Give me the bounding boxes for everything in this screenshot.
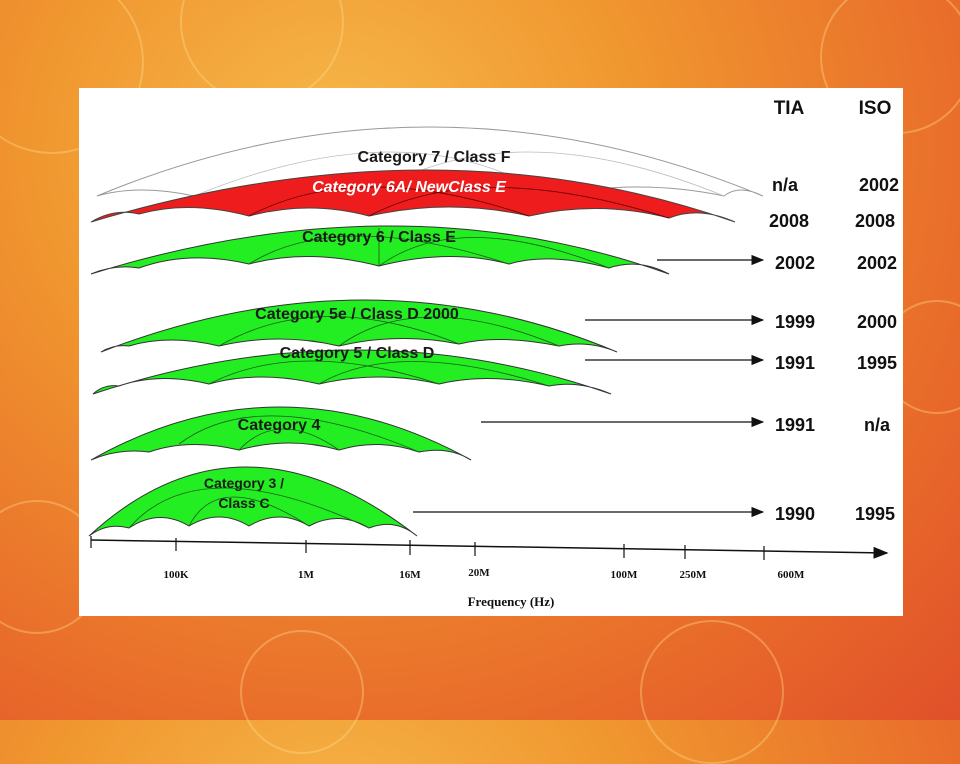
tia-year: 1991	[775, 353, 815, 373]
category-label: Category 6A/ NewClass E	[312, 179, 507, 196]
category-label: Category 5e / Class D 2000	[255, 306, 459, 323]
iso-year: 2002	[857, 253, 897, 273]
category-label: Category 7 / Class F	[358, 149, 511, 166]
tia-year: n/a	[772, 175, 799, 195]
tia-year: 1991	[775, 415, 815, 435]
axis-tick-label: 100M	[611, 569, 639, 581]
umbrella-cat6: Category 6 / Class E	[90, 225, 670, 275]
axis-tick-label: 20M	[468, 567, 490, 579]
tia-year: 1990	[775, 504, 815, 524]
tia-header: TIA	[774, 98, 805, 119]
umbrella-cat3: Category 3 / Class C	[88, 466, 418, 537]
category-label: Category 6 / Class E	[302, 229, 456, 246]
iso-year: n/a	[864, 415, 891, 435]
category-label: Category 3 /	[204, 475, 284, 491]
axis-tick-label: 250M	[680, 569, 708, 581]
axis-tick-label: 16M	[399, 569, 421, 581]
frequency-axis: 100K 1M 16M 20M 100M 250M 600M Frequency…	[90, 536, 889, 609]
umbrella-cat5e: Category 5e / Class D 2000	[100, 299, 618, 353]
umbrella-cat5: Category 5 / Class D	[92, 345, 612, 395]
background-bubble	[240, 630, 364, 754]
iso-year: 2008	[855, 211, 895, 231]
category-label: Category 5 / Class D	[280, 345, 435, 362]
tia-year: 2008	[769, 211, 809, 231]
iso-year: 2000	[857, 312, 897, 332]
tia-year: 1999	[775, 312, 815, 332]
umbrella-cat6a: Category 6A/ NewClass E	[90, 169, 736, 223]
iso-year: 1995	[857, 353, 897, 373]
iso-year: 1995	[855, 504, 895, 524]
axis-tick-label: 100K	[163, 569, 189, 581]
axis-label: Frequency (Hz)	[468, 594, 555, 609]
umbrella-cat4: Category 4	[90, 406, 472, 461]
background-bubble	[640, 620, 784, 764]
axis-tick-label: 600M	[778, 569, 806, 581]
diagram-svg: TIA ISO Category 7 / Class F Category 6A…	[88, 98, 899, 609]
cable-categories-diagram: TIA ISO Category 7 / Class F Category 6A…	[79, 88, 903, 616]
axis-tick-label: 1M	[298, 569, 315, 581]
category-label: Class C	[218, 495, 269, 511]
tia-year: 2002	[775, 253, 815, 273]
category-label: Category 4	[238, 417, 321, 434]
iso-header: ISO	[859, 98, 892, 119]
iso-year: 2002	[859, 175, 899, 195]
